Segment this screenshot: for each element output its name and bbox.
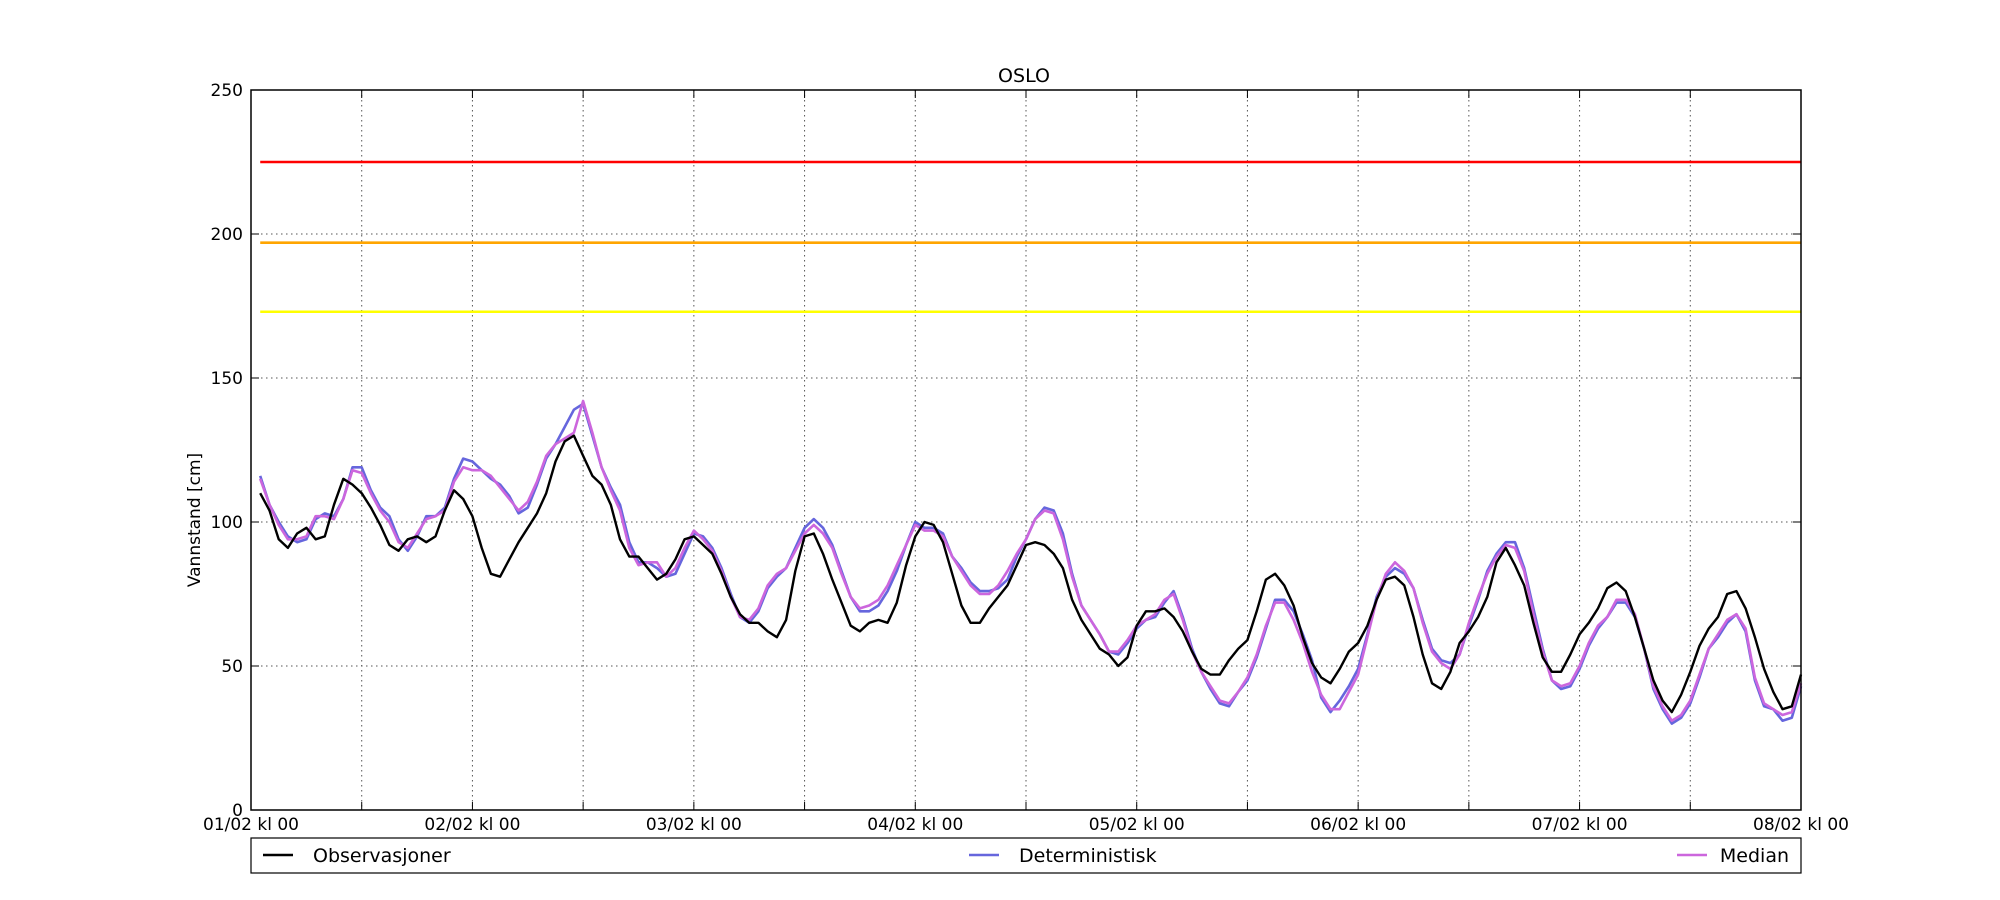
- median-line: [258, 399, 1803, 723]
- legend-label-deterministisk: Deterministisk: [1019, 845, 1157, 867]
- x-tick-label: 02/02 kl 00: [424, 815, 520, 835]
- y-tick-label: 250: [211, 81, 243, 101]
- legend-label-observasjoner: Observasjoner: [313, 845, 451, 867]
- y-tick-label: 0: [232, 801, 243, 821]
- axis-ticks: 0 50 100 150 200 250 01/02 kl 00 02/02 kl 00 03/…: [203, 81, 1849, 835]
- x-tick-label: 04/02 kl 00: [867, 815, 963, 835]
- x-tick-label: 05/02 kl 00: [1089, 815, 1185, 835]
- legend-label-median: Median: [1720, 845, 1789, 867]
- x-tick-label: 03/02 kl 00: [646, 815, 742, 835]
- legend-box: [250, 837, 1802, 874]
- chart-title: OSLO: [998, 65, 1050, 87]
- x-tick-label: 08/02 kl 00: [1753, 815, 1849, 835]
- x-tick-label: 07/02 kl 00: [1532, 815, 1628, 835]
- x-tick-label: 06/02 kl 00: [1310, 815, 1406, 835]
- threshold-lines: [260, 160, 1801, 314]
- data-series: [258, 399, 1803, 725]
- y-tick-label: 200: [211, 225, 243, 245]
- legend: Observasjoner Deterministisk Median: [250, 837, 1802, 874]
- y-axis-label: Vannstand [cm]: [185, 453, 205, 587]
- grid-lines: [251, 90, 1801, 810]
- y-tick-label: 100: [211, 513, 243, 533]
- x-tick-label: 01/02 kl 00: [203, 815, 299, 835]
- y-tick-label: 50: [221, 657, 243, 677]
- y-tick-label: 150: [211, 369, 243, 389]
- observasjoner-line: [259, 434, 1803, 714]
